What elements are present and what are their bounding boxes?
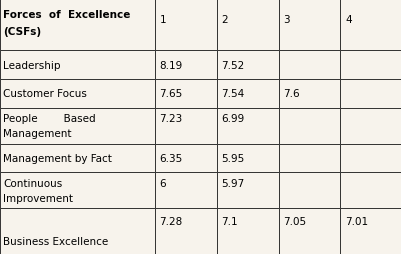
Text: Management: Management [3, 128, 71, 138]
Text: Customer Focus: Customer Focus [3, 89, 87, 99]
Bar [340, 80, 401, 108]
Text: Continuous: Continuous [3, 178, 62, 188]
Bar [216, 172, 278, 209]
Text: 7.28: 7.28 [159, 216, 182, 226]
Text: 8.19: 8.19 [159, 60, 182, 70]
Bar [340, 0, 401, 51]
Text: 7.05: 7.05 [283, 216, 306, 226]
Text: 7.23: 7.23 [159, 114, 182, 124]
Bar [340, 209, 401, 254]
Bar [340, 172, 401, 209]
Bar [154, 209, 216, 254]
Text: 5.95: 5.95 [221, 153, 244, 163]
Text: 7.1: 7.1 [221, 216, 237, 226]
Bar [278, 51, 340, 80]
Bar [278, 144, 340, 172]
Bar [278, 0, 340, 51]
Bar [278, 209, 340, 254]
Text: 7.52: 7.52 [221, 60, 244, 70]
Bar [340, 108, 401, 144]
Text: Improvement: Improvement [3, 193, 73, 203]
Text: 7.6: 7.6 [283, 89, 299, 99]
Bar [0, 108, 154, 144]
Bar [216, 108, 278, 144]
Bar [216, 80, 278, 108]
Bar [154, 0, 216, 51]
Text: 1: 1 [159, 14, 166, 24]
Text: Forces  of  Excellence: Forces of Excellence [3, 10, 130, 20]
Bar [340, 51, 401, 80]
Bar [278, 172, 340, 209]
Text: Management by Fact: Management by Fact [3, 153, 112, 163]
Bar [278, 80, 340, 108]
Bar [0, 80, 154, 108]
Bar [216, 209, 278, 254]
Text: 7.01: 7.01 [344, 216, 368, 226]
Bar [154, 51, 216, 80]
Text: 4: 4 [344, 14, 351, 24]
Bar [216, 0, 278, 51]
Bar [278, 108, 340, 144]
Text: Leadership: Leadership [3, 60, 61, 70]
Bar [0, 209, 154, 254]
Text: 5.97: 5.97 [221, 178, 244, 188]
Text: 7.65: 7.65 [159, 89, 182, 99]
Bar [216, 51, 278, 80]
Bar [154, 108, 216, 144]
Bar [154, 172, 216, 209]
Bar [340, 144, 401, 172]
Text: 2: 2 [221, 14, 227, 24]
Bar [0, 51, 154, 80]
Text: 6.35: 6.35 [159, 153, 182, 163]
Bar [0, 144, 154, 172]
Text: (CSFs): (CSFs) [3, 27, 41, 37]
Bar [0, 0, 154, 51]
Text: 3: 3 [283, 14, 289, 24]
Text: People        Based: People Based [3, 114, 95, 124]
Bar [154, 80, 216, 108]
Text: 6.99: 6.99 [221, 114, 244, 124]
Text: 6: 6 [159, 178, 166, 188]
Text: 7.54: 7.54 [221, 89, 244, 99]
Bar [216, 144, 278, 172]
Bar [154, 144, 216, 172]
Text: Business Excellence: Business Excellence [3, 236, 108, 246]
Bar [0, 172, 154, 209]
